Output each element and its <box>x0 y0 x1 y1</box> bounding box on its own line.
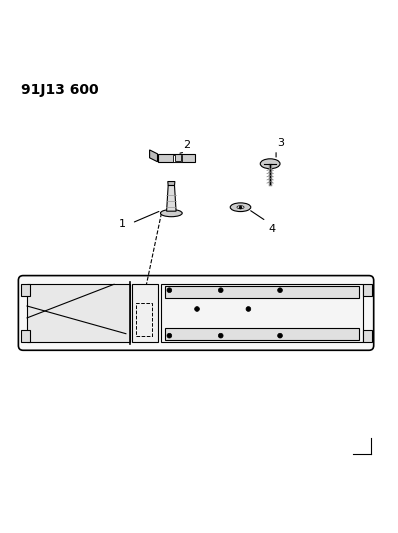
Ellipse shape <box>195 306 199 311</box>
Polygon shape <box>150 150 158 162</box>
Ellipse shape <box>237 206 244 209</box>
Ellipse shape <box>278 288 283 293</box>
Text: 91J13 600: 91J13 600 <box>21 83 99 96</box>
Text: 1: 1 <box>119 219 126 229</box>
Text: 4: 4 <box>268 224 275 234</box>
Polygon shape <box>167 185 176 211</box>
Text: 3: 3 <box>277 138 284 148</box>
Polygon shape <box>158 154 195 162</box>
Bar <box>166 328 359 340</box>
Bar <box>363 284 372 296</box>
Ellipse shape <box>260 159 280 168</box>
Ellipse shape <box>167 333 172 338</box>
Bar <box>27 284 130 342</box>
Bar <box>162 284 363 342</box>
Bar <box>136 303 152 336</box>
FancyBboxPatch shape <box>18 276 374 350</box>
Ellipse shape <box>219 288 223 293</box>
Ellipse shape <box>230 203 251 212</box>
Bar <box>363 330 372 342</box>
Bar <box>132 284 158 342</box>
Polygon shape <box>173 155 182 162</box>
Bar <box>166 286 359 298</box>
Bar <box>21 330 30 342</box>
Text: 2: 2 <box>183 140 190 150</box>
Ellipse shape <box>219 333 223 338</box>
Ellipse shape <box>246 306 251 311</box>
Ellipse shape <box>167 288 172 293</box>
Polygon shape <box>168 182 175 185</box>
Ellipse shape <box>160 209 182 217</box>
Bar <box>21 284 30 296</box>
Ellipse shape <box>278 333 283 338</box>
